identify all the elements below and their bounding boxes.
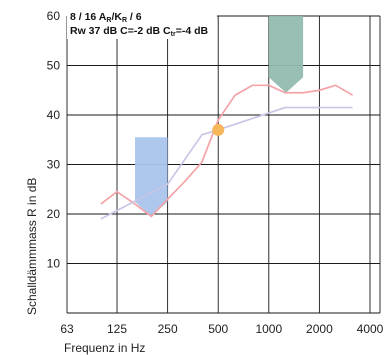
grid [66, 15, 381, 314]
x-tick-label: 2000 [306, 322, 333, 336]
series-line-2 [100, 106, 353, 220]
series [100, 84, 353, 220]
annotation-line-2: Rw 37 dB C=-2 dB Ctr=-4 dB [70, 25, 209, 38]
y-tick-label: 20 [47, 207, 61, 221]
y-tick-label: 40 [47, 108, 61, 122]
x-tick-label: 500 [208, 322, 228, 336]
x-tick-label: 1000 [255, 322, 282, 336]
annotation-box: 8 / 16 AR/KR / 6 Rw 37 dB C=-2 dB Ctr=-4… [67, 6, 217, 39]
y-tick-label: 60 [47, 9, 61, 23]
arrow-marker-2 [268, 16, 304, 93]
y-tick-label: 10 [47, 257, 61, 271]
series-line-1 [100, 84, 353, 218]
y-tick-label: 50 [47, 59, 61, 73]
x-tick-label: 250 [158, 322, 178, 336]
arrows [135, 16, 304, 217]
y-tick-label: 30 [47, 158, 61, 172]
annotation-background [67, 6, 217, 39]
y-axis-label: Schalldämmmass R in dB [25, 178, 39, 315]
x-tick-label: 125 [107, 322, 127, 336]
x-axis-label: Frequenz in Hz [64, 341, 145, 355]
tick-labels: 63 125 250 500 1000 2000 4000 10 20 30 40 50 60 [47, 9, 384, 336]
marker-point-1 [212, 123, 225, 136]
x-tick-label: 4000 [357, 322, 384, 336]
annotation-line-1: 8 / 16 AR/KR / 6 [70, 11, 142, 24]
x-tick-label: 63 [60, 322, 74, 336]
markers [212, 123, 225, 136]
